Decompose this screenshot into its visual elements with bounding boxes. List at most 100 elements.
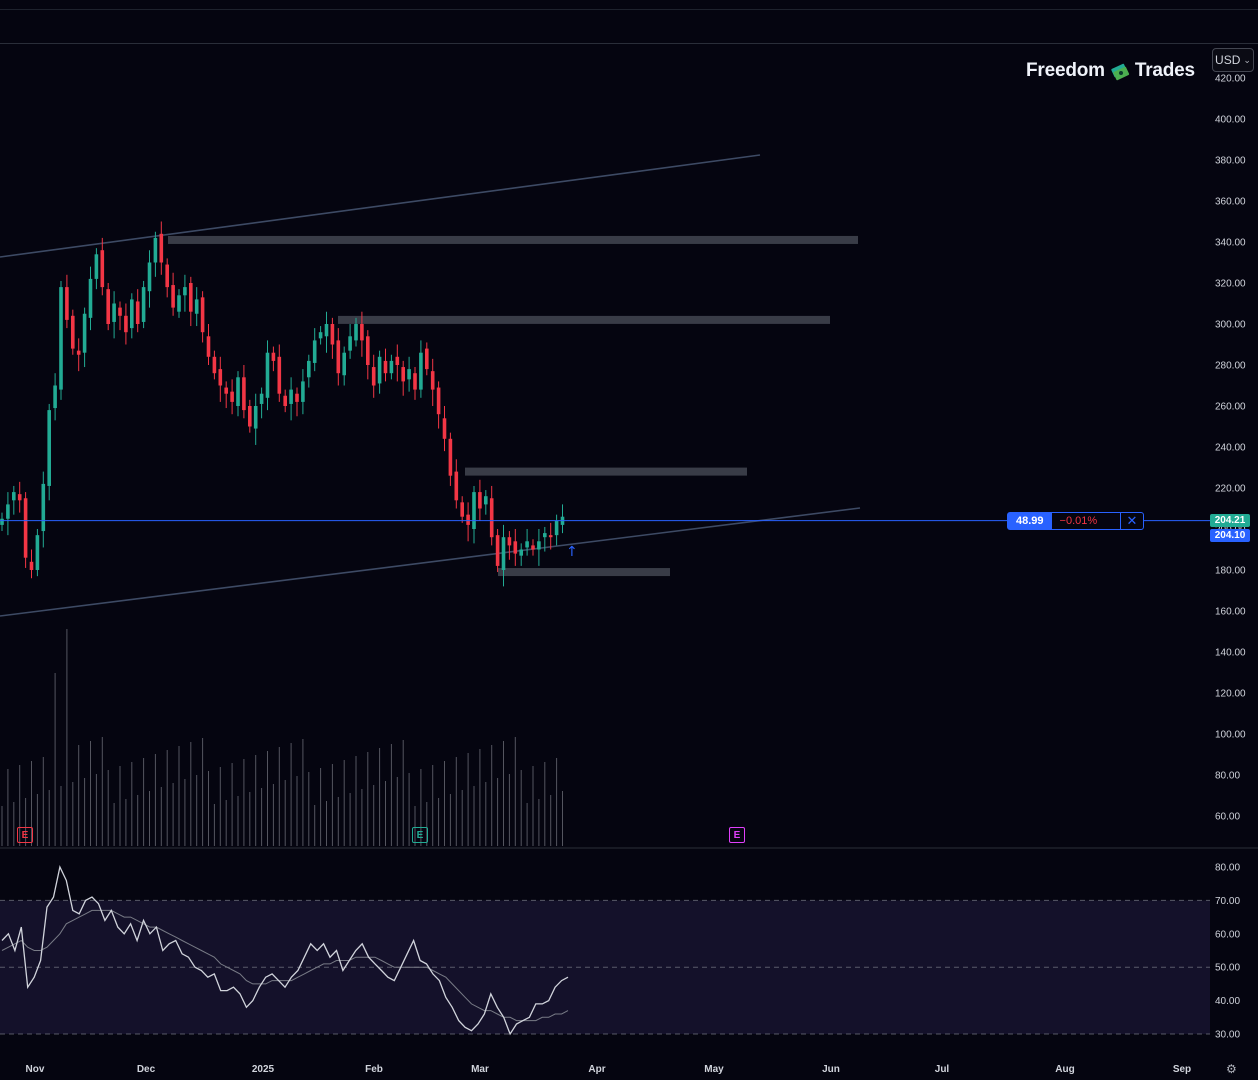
candle-body xyxy=(277,356,282,394)
currency-selector[interactable]: USD ⌄ xyxy=(1212,48,1254,72)
candle-body xyxy=(76,350,81,355)
candle-body xyxy=(413,373,417,390)
price-tick-label: 380.00 xyxy=(1215,156,1246,167)
earnings-event-past[interactable]: E xyxy=(412,827,428,843)
earnings-event-upcoming[interactable]: E xyxy=(729,827,745,843)
candle-body xyxy=(177,295,181,312)
time-tick-label: Mar xyxy=(471,1064,489,1075)
candle-body xyxy=(165,264,169,288)
close-icon[interactable]: ✕ xyxy=(1126,513,1138,528)
candle-body xyxy=(448,438,453,476)
price-tick-label: 240.00 xyxy=(1215,443,1246,454)
candle-body xyxy=(41,483,46,532)
candle-body xyxy=(94,254,99,279)
candle-body xyxy=(478,492,482,509)
candle-body xyxy=(194,299,199,314)
candle-body xyxy=(130,299,134,329)
price-line-label[interactable]: 48.99 −0.01% ✕ xyxy=(1007,512,1144,530)
candle-body xyxy=(430,371,435,390)
time-tick-label: Feb xyxy=(365,1064,383,1075)
price-tick-label: 260.00 xyxy=(1215,402,1246,413)
price-tick-label: 360.00 xyxy=(1215,197,1246,208)
candle-body xyxy=(253,406,258,429)
candle-body xyxy=(271,352,276,361)
candle-body xyxy=(489,498,494,538)
price-line-change: −0.01% xyxy=(1052,513,1121,529)
rsi-ma-line xyxy=(1,909,569,1022)
candle-body xyxy=(454,471,459,501)
candle-body xyxy=(371,367,376,386)
candle-body xyxy=(436,387,441,415)
line-price-tag: 204.10 xyxy=(1210,529,1250,542)
time-tick-label: Dec xyxy=(137,1064,156,1075)
price-tick-label: 280.00 xyxy=(1215,361,1246,372)
candle-body xyxy=(171,285,175,308)
settings-icon[interactable]: ⚙ xyxy=(1226,1062,1237,1076)
candle-body xyxy=(248,406,252,427)
candle-body xyxy=(525,541,529,548)
candle-body xyxy=(23,498,28,558)
candle-body xyxy=(100,250,105,288)
price-level-zone xyxy=(168,235,858,244)
money-icon xyxy=(1111,63,1129,81)
candle-body xyxy=(35,535,40,570)
rsi-tick-label: 40.00 xyxy=(1215,996,1240,1007)
candle-body xyxy=(336,340,341,374)
chevron-down-icon: ⌄ xyxy=(1243,54,1251,65)
candle-body xyxy=(543,533,547,538)
candle-body xyxy=(289,389,293,404)
candle-body xyxy=(242,377,246,411)
candle-body xyxy=(348,336,352,351)
candle-body xyxy=(419,352,423,390)
candle-body xyxy=(330,324,335,345)
candle-body xyxy=(224,387,228,394)
candle-body xyxy=(484,496,488,505)
rsi-line xyxy=(1,864,569,1036)
candle-body xyxy=(147,262,152,292)
time-tick-label: Jun xyxy=(822,1064,840,1075)
candle-body xyxy=(324,324,329,337)
price-line-value: 48.99 xyxy=(1008,513,1052,529)
candle-body xyxy=(548,535,553,538)
arrow-up-icon: ↑ xyxy=(566,544,578,560)
candle-body xyxy=(507,537,512,546)
candle-body xyxy=(259,393,264,404)
candle-body xyxy=(12,492,16,501)
candle-body xyxy=(531,545,535,550)
price-level-zone xyxy=(338,315,830,324)
price-tick-label: 300.00 xyxy=(1215,320,1246,331)
candle-body xyxy=(301,381,305,402)
candle-body xyxy=(501,537,506,570)
candle-body xyxy=(183,287,187,296)
candle-body xyxy=(513,541,518,554)
trend-line-upper xyxy=(0,154,761,258)
candle-body xyxy=(6,504,10,519)
earnings-event-past[interactable]: E xyxy=(17,827,33,843)
candle-body xyxy=(206,336,211,357)
time-tick-label: Nov xyxy=(26,1064,45,1075)
price-tick-label: 420.00 xyxy=(1215,74,1246,85)
candle-body xyxy=(200,297,205,333)
rsi-tick-label: 80.00 xyxy=(1215,863,1240,874)
time-tick-label: Sep xyxy=(1173,1064,1191,1075)
candle-body xyxy=(230,391,234,402)
candle-body xyxy=(354,324,358,341)
price-tick-label: 340.00 xyxy=(1215,238,1246,249)
candle-body xyxy=(153,237,158,263)
candle-body xyxy=(106,289,110,324)
price-level-zone xyxy=(465,467,747,476)
price-tick-label: 320.00 xyxy=(1215,279,1246,290)
candle-body xyxy=(407,369,411,380)
price-tick-label: 160.00 xyxy=(1215,607,1246,618)
candle-body xyxy=(460,502,464,517)
candle-body xyxy=(189,283,193,312)
top-toolbar xyxy=(0,0,1258,44)
rsi-tick-label: 50.00 xyxy=(1215,963,1240,974)
candle-body xyxy=(401,367,405,382)
candle-body xyxy=(519,549,523,556)
time-tick-label: May xyxy=(704,1064,724,1075)
price-tick-label: 400.00 xyxy=(1215,115,1246,126)
price-tick-label: 100.00 xyxy=(1215,730,1246,741)
candle-body xyxy=(537,541,541,550)
